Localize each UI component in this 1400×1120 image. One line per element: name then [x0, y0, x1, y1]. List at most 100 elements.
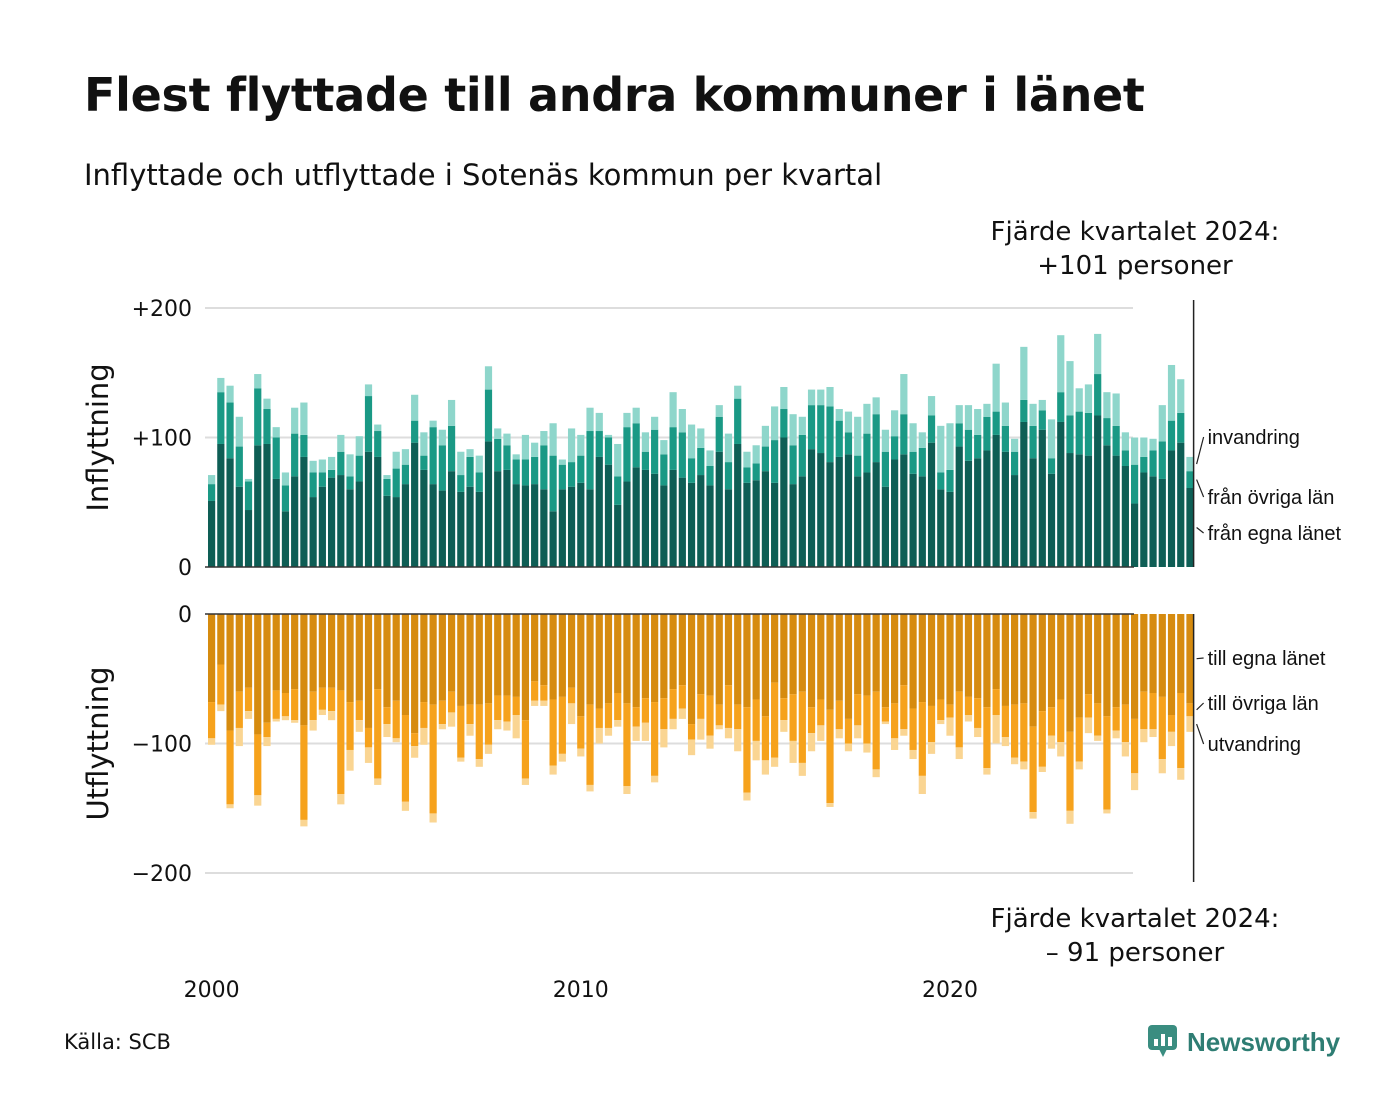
bar-in-other-counties [955, 423, 963, 447]
bar-in-other-counties [1158, 441, 1166, 479]
bar-in-other-counties [512, 459, 520, 485]
bar-in-other-counties [789, 445, 797, 485]
bar-in-immigration [927, 396, 936, 416]
bar-out-emigration [937, 720, 945, 725]
bar-in-own-county [1158, 478, 1166, 567]
bar-out-own-county [1084, 614, 1093, 695]
bar-in-own-county [226, 458, 234, 567]
bar-in-other-counties [1131, 464, 1139, 504]
bar-in-immigration [623, 412, 631, 428]
bar-out-other-counties [604, 703, 613, 728]
bar-out-emigration [1131, 773, 1139, 791]
bar-in-own-county [1020, 421, 1028, 567]
bar-out-emigration [734, 729, 742, 752]
bar-in-immigration [466, 449, 474, 457]
bar-out-own-county [235, 614, 243, 692]
bar-out-own-county [1112, 614, 1120, 708]
bar-in-other-counties [1001, 425, 1009, 452]
bar-out-own-county [789, 614, 797, 695]
latest-inflow-value: +101 personer [1037, 251, 1233, 281]
bar-out-own-county [1131, 614, 1139, 719]
bar-out-other-counties [401, 715, 410, 802]
bar-out-own-county [900, 614, 908, 686]
bar-in-own-county [540, 489, 548, 567]
bar-in-other-counties [918, 447, 926, 477]
bar-in-other-counties [318, 472, 326, 487]
bar-in-own-county [900, 454, 908, 567]
bar-in-immigration [595, 412, 603, 432]
bar-in-other-counties [641, 451, 650, 470]
bar-out-emigration [438, 724, 446, 730]
bar-in-other-counties [1029, 425, 1037, 459]
bar-out-own-county [577, 614, 585, 717]
bar-in-own-county [420, 469, 428, 567]
bar-out-emigration [549, 765, 557, 775]
bar-in-own-county [844, 454, 853, 567]
bar-in-own-county [992, 434, 1000, 567]
bar-out-emigration [881, 721, 889, 725]
bar-in-other-counties [346, 476, 354, 490]
bar-out-emigration [1047, 735, 1056, 749]
bar-out-emigration [669, 718, 677, 730]
bar-in-other-counties [891, 436, 899, 460]
x-tick-label: 2020 [922, 978, 978, 1003]
bar-in-immigration [955, 405, 963, 424]
bar-in-immigration [706, 450, 714, 466]
bar-in-immigration [660, 440, 668, 455]
bar-out-own-county [734, 614, 742, 705]
y-tick-label-out: 0 [178, 603, 192, 628]
bar-in-own-county [1177, 442, 1185, 567]
bar-in-other-counties [484, 389, 493, 442]
bar-in-other-counties [937, 472, 945, 490]
bar-in-other-counties [854, 455, 862, 477]
bar-out-emigration [494, 720, 502, 730]
bar-out-own-county [374, 614, 382, 690]
bar-out-other-counties [983, 707, 991, 769]
bar-in-other-counties [974, 434, 982, 459]
bar-in-immigration [761, 425, 769, 447]
bar-in-own-county [484, 441, 493, 567]
bar-in-own-county [1066, 453, 1074, 567]
bar-out-own-county [475, 614, 483, 705]
bar-in-other-counties [327, 469, 336, 478]
bar-in-immigration [1038, 399, 1046, 411]
bar-out-other-counties [900, 685, 908, 730]
bar-in-own-county [955, 446, 963, 567]
bar-out-other-counties [863, 695, 871, 744]
bar-in-own-county [937, 489, 945, 567]
segment-label-out: utvandring [1208, 734, 1301, 756]
bar-out-emigration [383, 724, 391, 738]
bar-in-immigration [651, 416, 659, 430]
bar-out-other-counties [1011, 704, 1019, 758]
bar-out-other-counties [309, 691, 317, 721]
bar-out-other-counties [254, 734, 262, 796]
bar-in-immigration [327, 456, 336, 470]
bar-in-immigration [281, 472, 290, 486]
bar-out-other-counties [457, 705, 465, 758]
bar-in-other-counties [401, 464, 410, 485]
bar-out-emigration [521, 778, 530, 785]
bar-in-own-county [881, 486, 889, 567]
bar-out-emigration [226, 804, 234, 809]
bar-in-own-county [1167, 450, 1176, 567]
bar-in-other-counties [309, 472, 317, 498]
bar-out-other-counties [411, 733, 419, 747]
bar-out-own-county [651, 614, 659, 703]
bar-out-emigration [512, 715, 520, 739]
bar-out-other-counties [540, 685, 548, 701]
bar-out-emigration [208, 738, 216, 745]
bar-in-own-county [614, 504, 622, 567]
bar-in-other-counties [1094, 374, 1102, 416]
bar-in-immigration [854, 416, 862, 456]
bar-out-emigration [484, 744, 493, 754]
bar-in-immigration [715, 405, 723, 417]
bar-in-own-county [1057, 421, 1065, 567]
bar-in-own-county [863, 472, 871, 567]
bar-out-emigration [826, 803, 834, 807]
bar-out-other-counties [780, 698, 788, 721]
segment-label-out: till egna länet [1208, 648, 1326, 670]
bar-in-other-counties [983, 416, 991, 451]
bar-out-emigration [309, 720, 317, 731]
bar-in-own-county [300, 456, 308, 567]
bar-in-other-counties [1140, 456, 1148, 473]
